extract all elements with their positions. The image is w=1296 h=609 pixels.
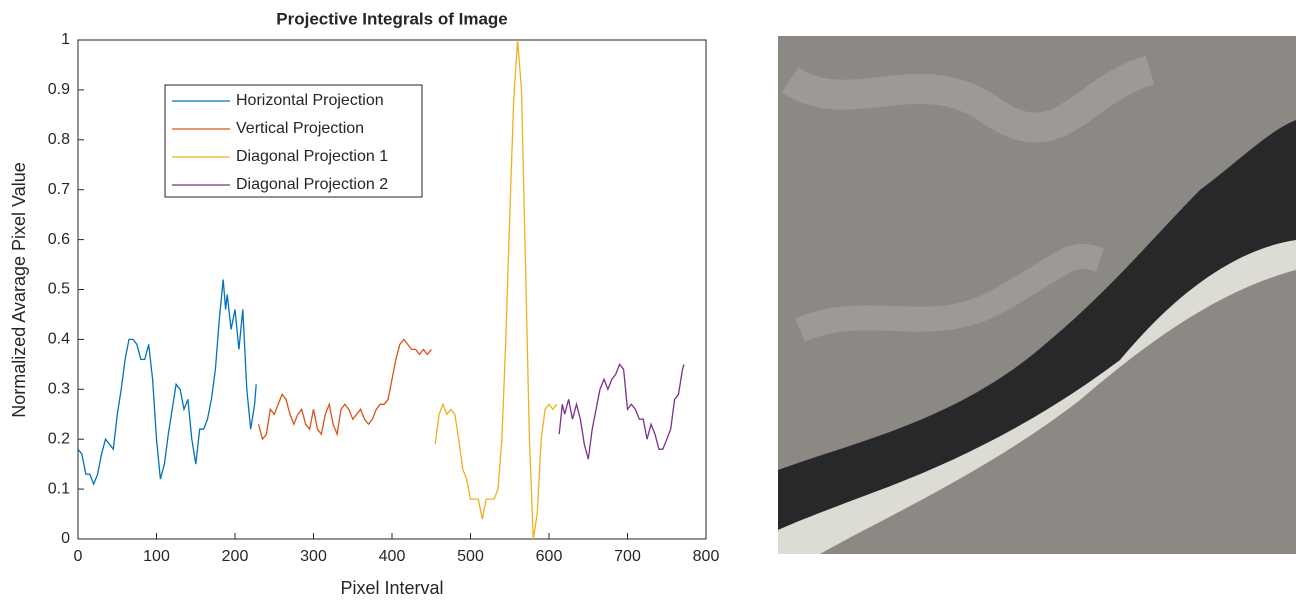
legend-label: Diagonal Projection 1 — [236, 148, 388, 165]
texture — [781, 55, 1155, 143]
y-tick-label: 0.1 — [48, 480, 70, 497]
y-tick-label: 0.7 — [48, 181, 70, 198]
y-tick-label: 1 — [61, 31, 70, 48]
x-axis-label: Pixel Interval — [340, 578, 443, 598]
y-axis-label: Normalized Avarage Pixel Value — [9, 162, 29, 417]
legend-label: Vertical Projection — [236, 120, 364, 137]
legend-label: Diagonal Projection 2 — [236, 176, 388, 193]
y-tick-label: 0.5 — [48, 281, 70, 298]
legend-label: Horizontal Projection — [236, 92, 384, 109]
x-tick-label: 200 — [222, 548, 249, 565]
y-tick-label: 0.3 — [48, 381, 70, 398]
y-tick-label: 0.4 — [48, 331, 70, 348]
x-tick-label: 600 — [536, 548, 563, 565]
x-tick-label: 0 — [74, 548, 83, 565]
x-tick-label: 100 — [143, 548, 170, 565]
data-line — [558, 363, 685, 460]
x-tick-label: 400 — [379, 548, 406, 565]
x-tick-label: 500 — [457, 548, 484, 565]
data-line — [257, 338, 432, 441]
chart-title: Projective Integrals of Image — [276, 9, 507, 28]
crack — [778, 120, 1296, 530]
photo — [778, 36, 1296, 554]
legend — [164, 84, 423, 198]
x-tick-label: 300 — [300, 548, 327, 565]
y-tick-label: 0.6 — [48, 231, 70, 248]
y-tick-label: 0.8 — [48, 131, 70, 148]
y-tick-label: 0.2 — [48, 430, 70, 447]
data-line — [77, 279, 257, 486]
y-tick-label: 0 — [61, 530, 70, 547]
x-tick-label: 800 — [693, 548, 720, 565]
data-line — [434, 39, 558, 540]
y-tick-label: 0.9 — [48, 81, 70, 98]
x-tick-label: 700 — [614, 548, 641, 565]
texture — [795, 243, 1104, 342]
